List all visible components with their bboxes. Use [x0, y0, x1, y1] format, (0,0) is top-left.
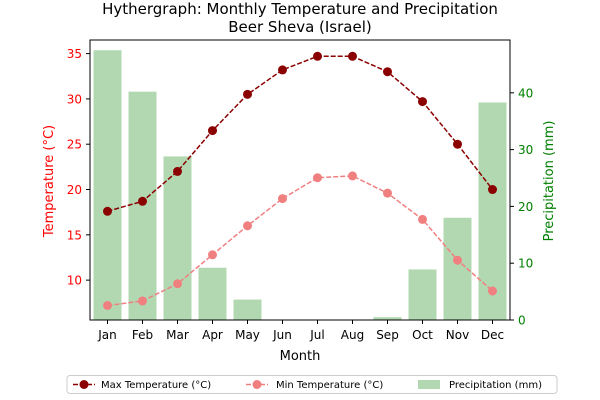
- max-temp-point: [453, 139, 462, 149]
- x-axis-label: Month: [280, 349, 321, 364]
- min-temp-point: [138, 296, 147, 306]
- x-tick-label: Nov: [446, 328, 469, 342]
- precip-bar: [198, 267, 227, 320]
- max-temp-point: [418, 97, 427, 107]
- left-y-tick-label: 20: [67, 183, 82, 197]
- left-y-tick-label: 25: [67, 138, 82, 152]
- min-temp-point: [348, 171, 357, 181]
- max-temp-point: [348, 51, 357, 61]
- legend-max-marker: [79, 380, 89, 389]
- min-temp-point: [278, 194, 287, 204]
- min-temp-point: [103, 301, 112, 311]
- legend-max-label: Max Temperature (°C): [101, 380, 211, 391]
- min-temp-point: [208, 250, 217, 260]
- min-temp-point: [383, 188, 392, 198]
- left-axis-label: Temperature (°C): [42, 125, 57, 238]
- max-temp-point: [208, 126, 217, 136]
- x-tick-label: May: [235, 328, 260, 342]
- max-temp-point: [383, 67, 392, 77]
- x-tick-label: Dec: [481, 328, 504, 342]
- x-tick-label: Sep: [376, 328, 399, 342]
- precip-bar: [93, 50, 122, 321]
- max-temp-point: [243, 89, 252, 99]
- legend-precip-label: Precipitation (mm): [449, 380, 542, 391]
- min-temp-point: [243, 221, 252, 231]
- plot-area: Jan Feb Mar Apr May Jun Jul Aug Sep Oct Nov Dec 10 15…: [67, 39, 533, 342]
- max-temp-point: [138, 196, 147, 206]
- x-tick-label: Jul: [309, 328, 324, 342]
- right-axis-label: Precipitation (mm): [542, 121, 557, 242]
- min-temp-point: [418, 214, 427, 224]
- precip-bar: [373, 317, 402, 320]
- max-temp-point: [103, 206, 112, 216]
- precip-bar: [233, 299, 262, 320]
- x-tick-label: Feb: [132, 328, 153, 342]
- x-tick-label: Jan: [97, 328, 117, 342]
- max-temp-point: [488, 185, 497, 195]
- max-temp-point: [173, 166, 182, 176]
- min-temp-point: [173, 279, 182, 289]
- right-y-tick-label: 0: [518, 314, 526, 328]
- right-y-tick-label: 20: [518, 200, 533, 214]
- x-tick-label: Oct: [412, 328, 433, 342]
- min-temp-point: [453, 255, 462, 265]
- precip-bar: [408, 269, 437, 320]
- max-temp-point: [278, 65, 287, 75]
- x-tick-label: Apr: [202, 328, 223, 342]
- left-y-tick-label: 10: [67, 274, 82, 288]
- chart-title-line1: Hythergraph: Monthly Temperature and Pre…: [102, 0, 498, 18]
- legend-min-marker: [252, 380, 262, 389]
- left-y-tick-label: 30: [67, 92, 82, 106]
- left-y-tick-label: 15: [67, 228, 82, 242]
- precip-bar: [163, 156, 192, 320]
- min-temp-point: [488, 286, 497, 296]
- min-temp-point: [313, 173, 322, 183]
- x-tick-label: Mar: [166, 328, 189, 342]
- right-y-tick-label: 30: [518, 143, 533, 157]
- right-y-tick-label: 10: [518, 257, 533, 271]
- legend: Max Temperature (°C) Min Temperature (°C…: [66, 375, 558, 394]
- legend-min-label: Min Temperature (°C): [276, 380, 383, 391]
- chart-title-line2: Beer Sheva (Israel): [228, 18, 371, 36]
- x-tick-label: Jun: [272, 328, 292, 342]
- left-y-tick-label: 35: [67, 47, 82, 61]
- precip-bar: [128, 91, 157, 321]
- right-y-tick-label: 40: [518, 86, 533, 100]
- max-temp-line: [107, 55, 494, 212]
- x-tick-label: Aug: [341, 328, 364, 342]
- min-temp-line: [107, 175, 493, 307]
- legend-precip-swatch: [418, 380, 440, 389]
- max-temp-point: [313, 51, 322, 61]
- plot-frame: [89, 39, 511, 321]
